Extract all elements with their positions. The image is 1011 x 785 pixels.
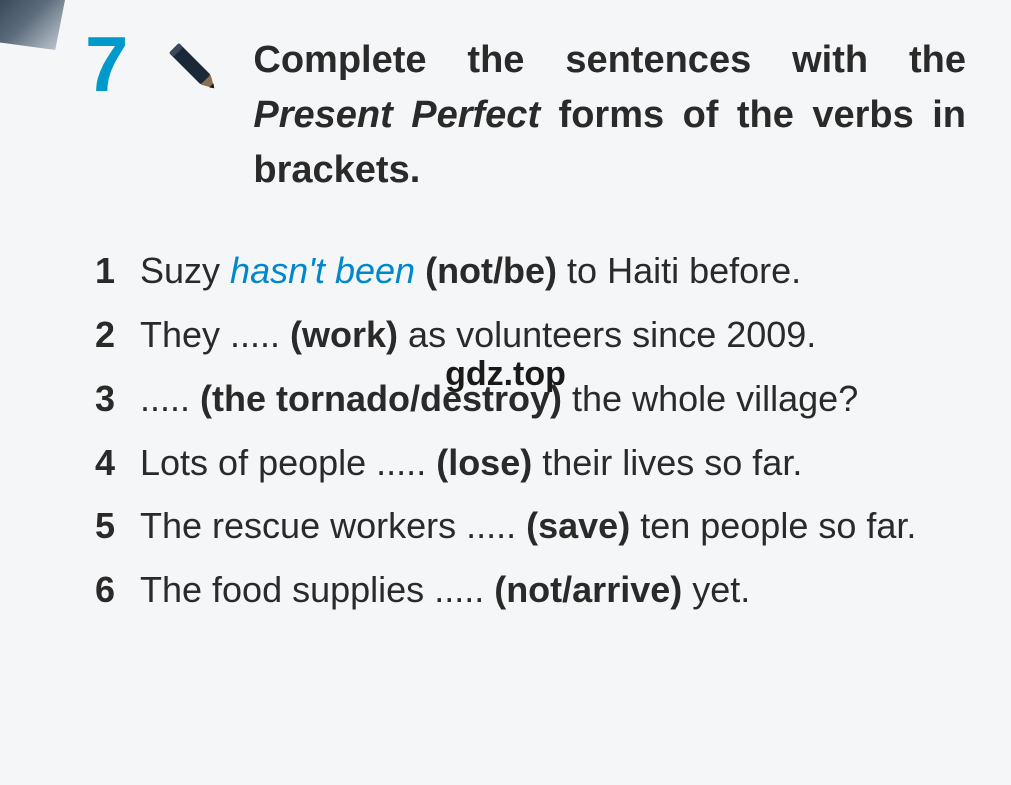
item-number: 2 — [95, 307, 140, 363]
item-number: 6 — [95, 562, 140, 618]
exercise-header: 7 Complete the sentences with the Presen… — [75, 25, 966, 198]
item-number: 4 — [95, 435, 140, 491]
corner-photo — [0, 0, 65, 50]
item-5: 5 The rescue workers ..... (save) ten pe… — [95, 498, 966, 554]
watermark: gdz.top — [445, 355, 566, 394]
instruction-part1: Complete the sentences with the — [253, 39, 966, 81]
instruction-text: Complete the sentences with the Present … — [253, 25, 966, 198]
item-text: The rescue workers ..... (save) ten peop… — [140, 498, 966, 554]
bracket-text: (work) — [290, 314, 398, 355]
item-6: 6 The food supplies ..... (not/arrive) y… — [95, 562, 966, 618]
bracket-text: (save) — [526, 505, 630, 546]
item-4: 4 Lots of people ..... (lose) their live… — [95, 435, 966, 491]
bracket-text: (not/be) — [415, 250, 557, 291]
item-text: Lots of people ..... (lose) their lives … — [140, 435, 966, 491]
item-1: 1 Suzy hasn't been (not/be) to Haiti bef… — [95, 243, 966, 299]
exercise-number: 7 — [85, 25, 128, 103]
item-number: 5 — [95, 498, 140, 554]
bracket-text: (not/arrive) — [494, 569, 682, 610]
item-text: The food supplies ..... (not/arrive) yet… — [140, 562, 966, 618]
exercise-items: 1 Suzy hasn't been (not/be) to Haiti bef… — [75, 243, 966, 618]
item-number: 1 — [95, 243, 140, 299]
item-text: Suzy hasn't been (not/be) to Haiti befor… — [140, 243, 966, 299]
answer-text: hasn't been — [230, 250, 415, 291]
instruction-italic: Present Perfect — [253, 94, 540, 136]
bracket-text: (lose) — [436, 442, 532, 483]
pen-icon — [158, 35, 228, 105]
item-number: 3 — [95, 371, 140, 427]
